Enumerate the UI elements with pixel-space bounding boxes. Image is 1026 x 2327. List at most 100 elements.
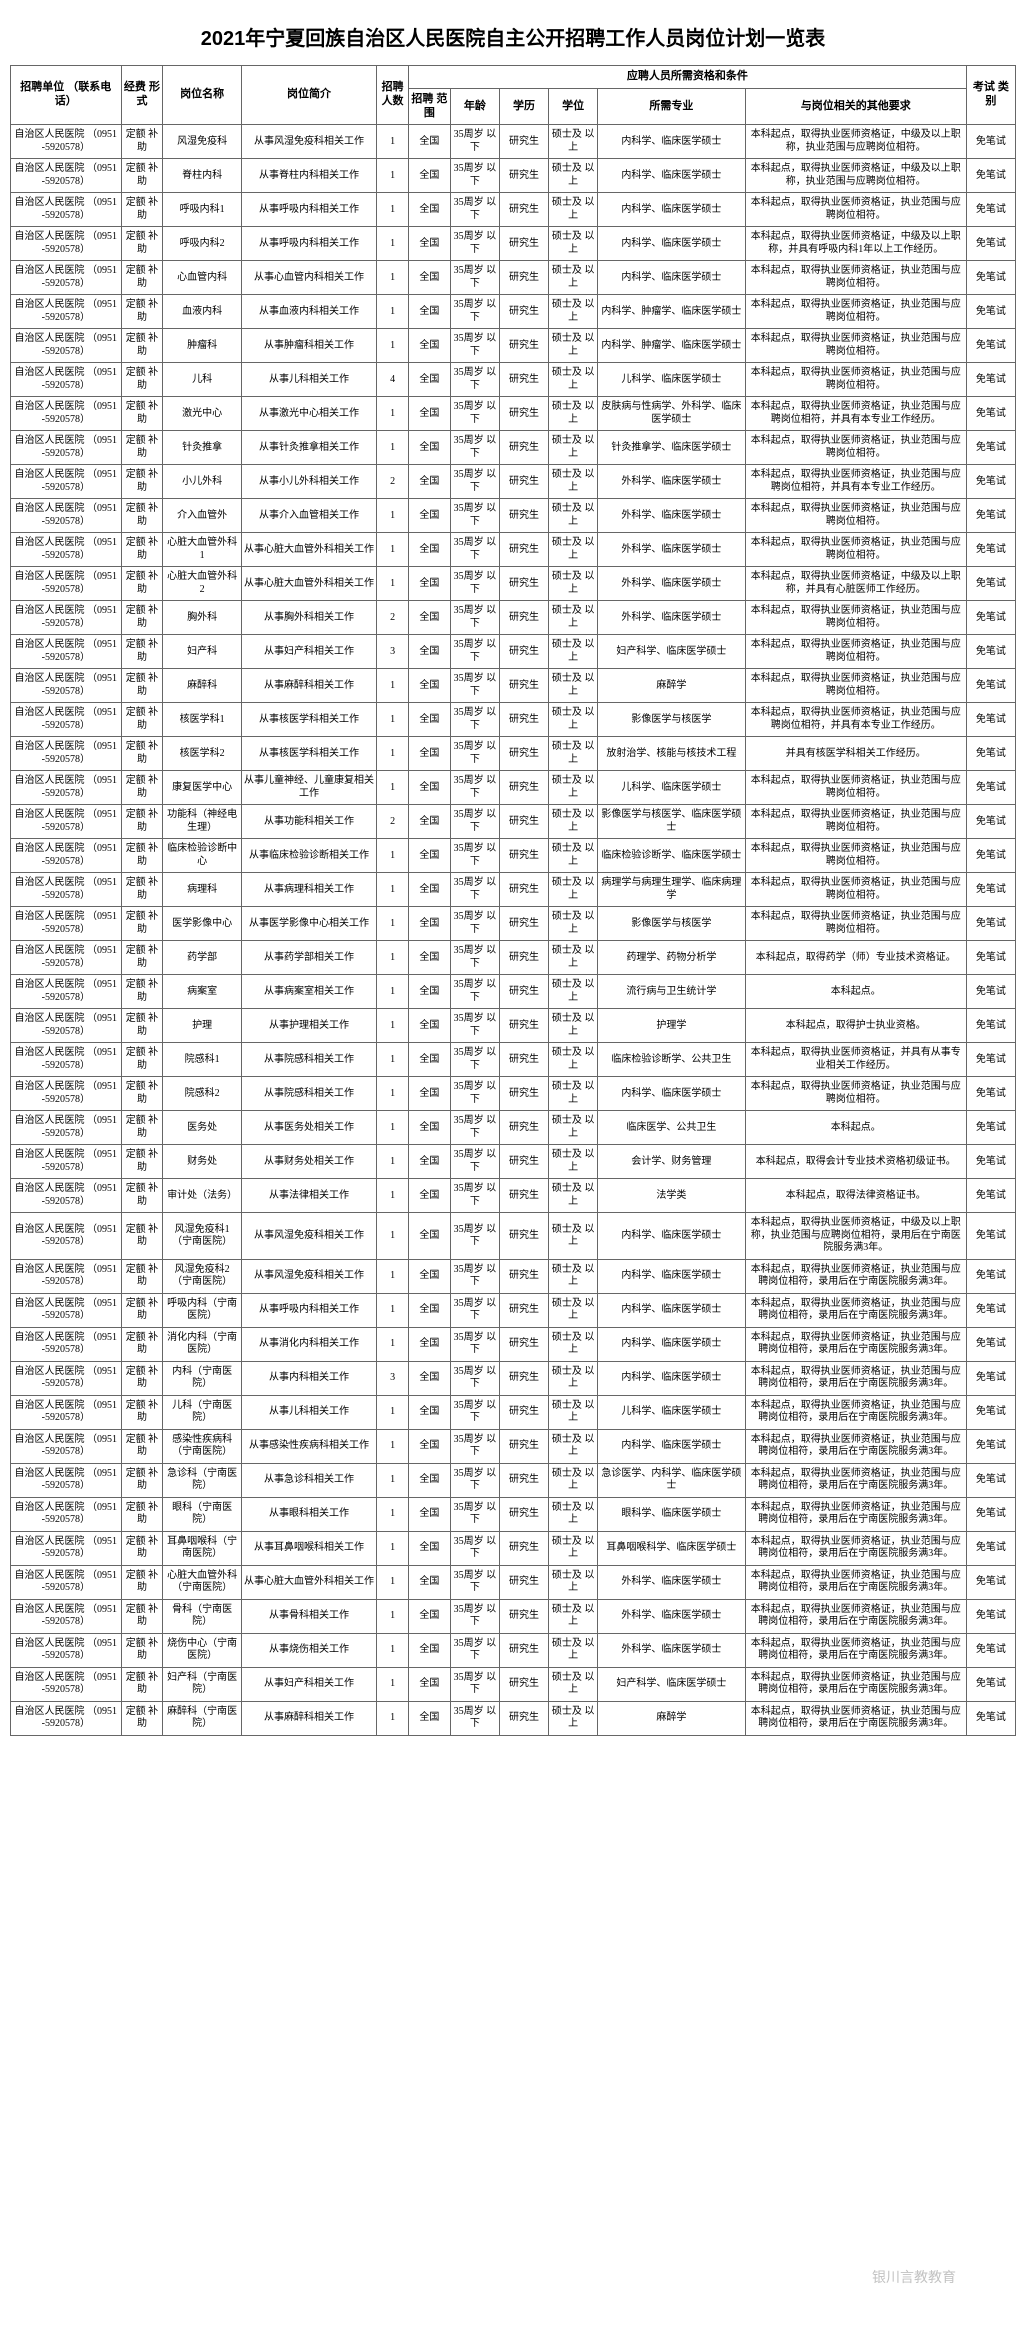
cell-unit: 自治区人民医院 （0951-5920578） bbox=[11, 975, 122, 1009]
cell-desc: 从事儿科相关工作 bbox=[241, 1395, 376, 1429]
cell-fund: 定额 补助 bbox=[121, 1361, 163, 1395]
cell-desc: 从事心脏大血管外科相关工作 bbox=[241, 1565, 376, 1599]
cell-post: 临床检验诊断中心 bbox=[163, 839, 242, 873]
cell-major: 护理学 bbox=[598, 1009, 745, 1043]
cell-unit: 自治区人民医院 （0951-5920578） bbox=[11, 1531, 122, 1565]
cell-exam: 免笔试 bbox=[966, 1701, 1015, 1735]
cell-other: 本科起点，取得执业医师资格证，执业范围与应聘岗位相符。 bbox=[745, 601, 966, 635]
table-row: 自治区人民医院 （0951-5920578）定额 补助眼科（宁南医院）从事眼科相… bbox=[11, 1497, 1016, 1531]
cell-edu: 研究生 bbox=[499, 601, 548, 635]
cell-other: 本科起点，取得执业医师资格证，执业范围与应聘岗位相符。 bbox=[745, 533, 966, 567]
cell-age: 35周岁 以下 bbox=[450, 839, 499, 873]
cell-exam: 免笔试 bbox=[966, 227, 1015, 261]
cell-scope: 全国 bbox=[409, 1599, 451, 1633]
cell-age: 35周岁 以下 bbox=[450, 227, 499, 261]
cell-exam: 免笔试 bbox=[966, 431, 1015, 465]
table-row: 自治区人民医院 （0951-5920578）定额 补助医务处从事医务处相关工作1… bbox=[11, 1111, 1016, 1145]
cell-desc: 从事财务处相关工作 bbox=[241, 1145, 376, 1179]
cell-exam: 免笔试 bbox=[966, 1179, 1015, 1213]
table-row: 自治区人民医院 （0951-5920578）定额 补助财务处从事财务处相关工作1… bbox=[11, 1145, 1016, 1179]
cell-edu: 研究生 bbox=[499, 703, 548, 737]
cell-age: 35周岁 以下 bbox=[450, 1179, 499, 1213]
table-body: 自治区人民医院 （0951-5920578）定额 补助风湿免疫科从事风湿免疫科相… bbox=[11, 125, 1016, 1736]
cell-scope: 全国 bbox=[409, 159, 451, 193]
cell-age: 35周岁 以下 bbox=[450, 329, 499, 363]
cell-major: 内科学、临床医学硕士 bbox=[598, 1259, 745, 1293]
cell-num: 1 bbox=[377, 125, 409, 159]
cell-major: 内科学、临床医学硕士 bbox=[598, 1293, 745, 1327]
cell-unit: 自治区人民医院 （0951-5920578） bbox=[11, 159, 122, 193]
cell-unit: 自治区人民医院 （0951-5920578） bbox=[11, 1077, 122, 1111]
header-post: 岗位名称 bbox=[163, 66, 242, 125]
cell-post: 药学部 bbox=[163, 941, 242, 975]
cell-fund: 定额 补助 bbox=[121, 295, 163, 329]
cell-exam: 免笔试 bbox=[966, 533, 1015, 567]
cell-post: 医务处 bbox=[163, 1111, 242, 1145]
cell-unit: 自治区人民医院 （0951-5920578） bbox=[11, 499, 122, 533]
cell-desc: 从事核医学科相关工作 bbox=[241, 737, 376, 771]
header-unit: 招聘单位 （联系电话） bbox=[11, 66, 122, 125]
cell-num: 1 bbox=[377, 1111, 409, 1145]
cell-num: 1 bbox=[377, 1145, 409, 1179]
cell-num: 1 bbox=[377, 1327, 409, 1361]
cell-scope: 全国 bbox=[409, 1259, 451, 1293]
cell-desc: 从事内科相关工作 bbox=[241, 1361, 376, 1395]
cell-major: 会计学、财务管理 bbox=[598, 1145, 745, 1179]
cell-num: 1 bbox=[377, 1599, 409, 1633]
cell-desc: 从事病案室相关工作 bbox=[241, 975, 376, 1009]
cell-post: 感染性疾病科（宁南医院） bbox=[163, 1429, 242, 1463]
cell-major: 妇产科学、临床医学硕士 bbox=[598, 1667, 745, 1701]
cell-unit: 自治区人民医院 （0951-5920578） bbox=[11, 431, 122, 465]
cell-major: 内科学、临床医学硕士 bbox=[598, 1213, 745, 1260]
cell-edu: 研究生 bbox=[499, 839, 548, 873]
cell-deg: 硕士及 以上 bbox=[549, 261, 598, 295]
cell-edu: 研究生 bbox=[499, 907, 548, 941]
cell-fund: 定额 补助 bbox=[121, 1077, 163, 1111]
cell-num: 1 bbox=[377, 431, 409, 465]
cell-num: 1 bbox=[377, 1633, 409, 1667]
cell-scope: 全国 bbox=[409, 1497, 451, 1531]
cell-post: 病理科 bbox=[163, 873, 242, 907]
cell-deg: 硕士及 以上 bbox=[549, 227, 598, 261]
cell-exam: 免笔试 bbox=[966, 1667, 1015, 1701]
cell-num: 1 bbox=[377, 703, 409, 737]
cell-post: 骨科（宁南医院） bbox=[163, 1599, 242, 1633]
cell-exam: 免笔试 bbox=[966, 1497, 1015, 1531]
cell-fund: 定额 补助 bbox=[121, 873, 163, 907]
cell-scope: 全国 bbox=[409, 771, 451, 805]
cell-major: 影像医学与核医学、临床医学硕士 bbox=[598, 805, 745, 839]
cell-desc: 从事心血管内科相关工作 bbox=[241, 261, 376, 295]
cell-scope: 全国 bbox=[409, 1633, 451, 1667]
cell-edu: 研究生 bbox=[499, 1043, 548, 1077]
cell-age: 35周岁 以下 bbox=[450, 1145, 499, 1179]
cell-age: 35周岁 以下 bbox=[450, 1327, 499, 1361]
cell-major: 药理学、药物分析学 bbox=[598, 941, 745, 975]
cell-other: 本科起点。 bbox=[745, 975, 966, 1009]
cell-exam: 免笔试 bbox=[966, 363, 1015, 397]
cell-fund: 定额 补助 bbox=[121, 771, 163, 805]
cell-age: 35周岁 以下 bbox=[450, 805, 499, 839]
table-row: 自治区人民医院 （0951-5920578）定额 补助呼吸内科（宁南医院）从事呼… bbox=[11, 1293, 1016, 1327]
cell-major: 外科学、临床医学硕士 bbox=[598, 533, 745, 567]
cell-num: 1 bbox=[377, 1531, 409, 1565]
cell-num: 1 bbox=[377, 295, 409, 329]
cell-unit: 自治区人民医院 （0951-5920578） bbox=[11, 771, 122, 805]
cell-deg: 硕士及 以上 bbox=[549, 839, 598, 873]
cell-scope: 全国 bbox=[409, 737, 451, 771]
cell-post: 财务处 bbox=[163, 1145, 242, 1179]
cell-other: 本科起点，取得执业医师资格证，执业范围与应聘岗位相符。 bbox=[745, 363, 966, 397]
cell-major: 眼科学、临床医学硕士 bbox=[598, 1497, 745, 1531]
cell-major: 妇产科学、临床医学硕士 bbox=[598, 635, 745, 669]
cell-exam: 免笔试 bbox=[966, 465, 1015, 499]
cell-post: 呼吸内科（宁南医院） bbox=[163, 1293, 242, 1327]
cell-age: 35周岁 以下 bbox=[450, 1701, 499, 1735]
cell-age: 35周岁 以下 bbox=[450, 669, 499, 703]
cell-scope: 全国 bbox=[409, 499, 451, 533]
cell-major: 内科学、临床医学硕士 bbox=[598, 193, 745, 227]
cell-scope: 全国 bbox=[409, 1179, 451, 1213]
table-row: 自治区人民医院 （0951-5920578）定额 补助临床检验诊断中心从事临床检… bbox=[11, 839, 1016, 873]
cell-age: 35周岁 以下 bbox=[450, 193, 499, 227]
cell-num: 1 bbox=[377, 159, 409, 193]
cell-scope: 全国 bbox=[409, 431, 451, 465]
table-row: 自治区人民医院 （0951-5920578）定额 补助脊柱内科从事脊柱内科相关工… bbox=[11, 159, 1016, 193]
